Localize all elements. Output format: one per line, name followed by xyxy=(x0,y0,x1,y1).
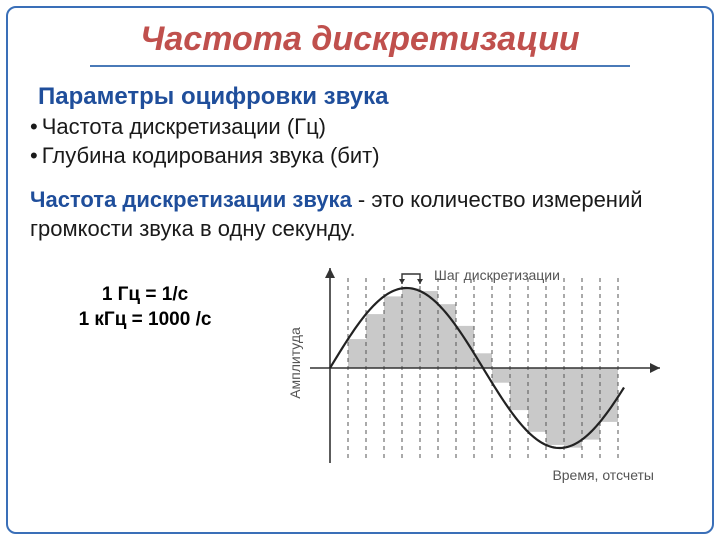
section-heading: Параметры оцифровки звука xyxy=(38,83,690,111)
definition-text: Частота дискретизации звука - это количе… xyxy=(30,186,690,243)
lower-row: 1 Гц = 1/с 1 кГц = 1000 /с Шаг дискретиз… xyxy=(30,253,690,488)
title-underline xyxy=(90,65,630,67)
y-axis-label: Амплитуда xyxy=(287,327,303,399)
x-axis-label: Время, отсчеты xyxy=(552,467,654,483)
note-line-1: 1 Гц = 1/с xyxy=(30,283,260,308)
params-list: Частота дискретизации (Гц) Глубина кодир… xyxy=(30,113,690,170)
list-item: Частота дискретизации (Гц) xyxy=(30,113,690,142)
list-item: Глубина кодирования звука (бит) xyxy=(30,142,690,171)
sampling-chart: Шаг дискретизации Амплитуда Время, отсчеты xyxy=(275,253,675,488)
slide-title: Частота дискретизации xyxy=(30,20,690,63)
definition-term: Частота дискретизации звука xyxy=(30,187,352,212)
note-line-2: 1 кГц = 1000 /с xyxy=(30,308,260,333)
frequency-notes: 1 Гц = 1/с 1 кГц = 1000 /с xyxy=(30,253,260,488)
slide-content: Частота дискретизации Параметры оцифровк… xyxy=(30,20,690,520)
chart-container: Шаг дискретизации Амплитуда Время, отсчеты xyxy=(260,253,690,488)
chart-caption: Шаг дискретизации xyxy=(434,267,560,283)
